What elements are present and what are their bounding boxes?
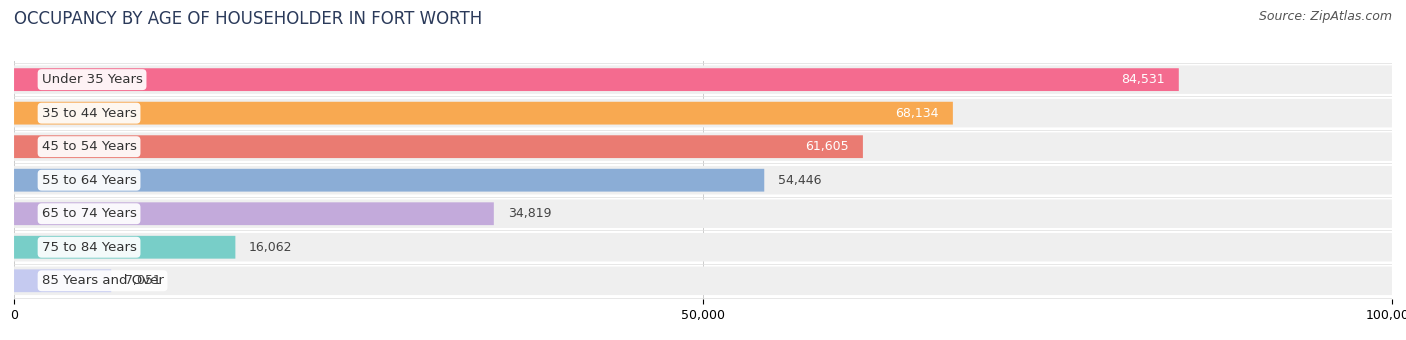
FancyBboxPatch shape: [14, 68, 1178, 91]
FancyBboxPatch shape: [14, 236, 235, 259]
Text: 85 Years and Over: 85 Years and Over: [42, 274, 163, 287]
Text: 34,819: 34,819: [508, 207, 551, 220]
Text: 65 to 74 Years: 65 to 74 Years: [42, 207, 136, 220]
Text: 75 to 84 Years: 75 to 84 Years: [42, 241, 136, 254]
FancyBboxPatch shape: [14, 202, 494, 225]
Text: 55 to 64 Years: 55 to 64 Years: [42, 174, 136, 187]
Text: 84,531: 84,531: [1122, 73, 1166, 86]
Text: Under 35 Years: Under 35 Years: [42, 73, 142, 86]
Text: 7,051: 7,051: [125, 274, 160, 287]
Text: 45 to 54 Years: 45 to 54 Years: [42, 140, 136, 153]
FancyBboxPatch shape: [14, 233, 1392, 261]
FancyBboxPatch shape: [14, 269, 111, 292]
Text: 35 to 44 Years: 35 to 44 Years: [42, 107, 136, 120]
Text: 54,446: 54,446: [778, 174, 821, 187]
FancyBboxPatch shape: [14, 133, 1392, 161]
Text: OCCUPANCY BY AGE OF HOUSEHOLDER IN FORT WORTH: OCCUPANCY BY AGE OF HOUSEHOLDER IN FORT …: [14, 10, 482, 28]
FancyBboxPatch shape: [14, 200, 1392, 228]
Text: 16,062: 16,062: [249, 241, 292, 254]
Text: Source: ZipAtlas.com: Source: ZipAtlas.com: [1258, 10, 1392, 23]
Text: 68,134: 68,134: [896, 107, 939, 120]
FancyBboxPatch shape: [14, 166, 1392, 194]
FancyBboxPatch shape: [14, 65, 1392, 94]
FancyBboxPatch shape: [14, 135, 863, 158]
FancyBboxPatch shape: [14, 267, 1392, 295]
FancyBboxPatch shape: [14, 102, 953, 124]
FancyBboxPatch shape: [14, 99, 1392, 128]
FancyBboxPatch shape: [14, 169, 765, 192]
Text: 61,605: 61,605: [806, 140, 849, 153]
